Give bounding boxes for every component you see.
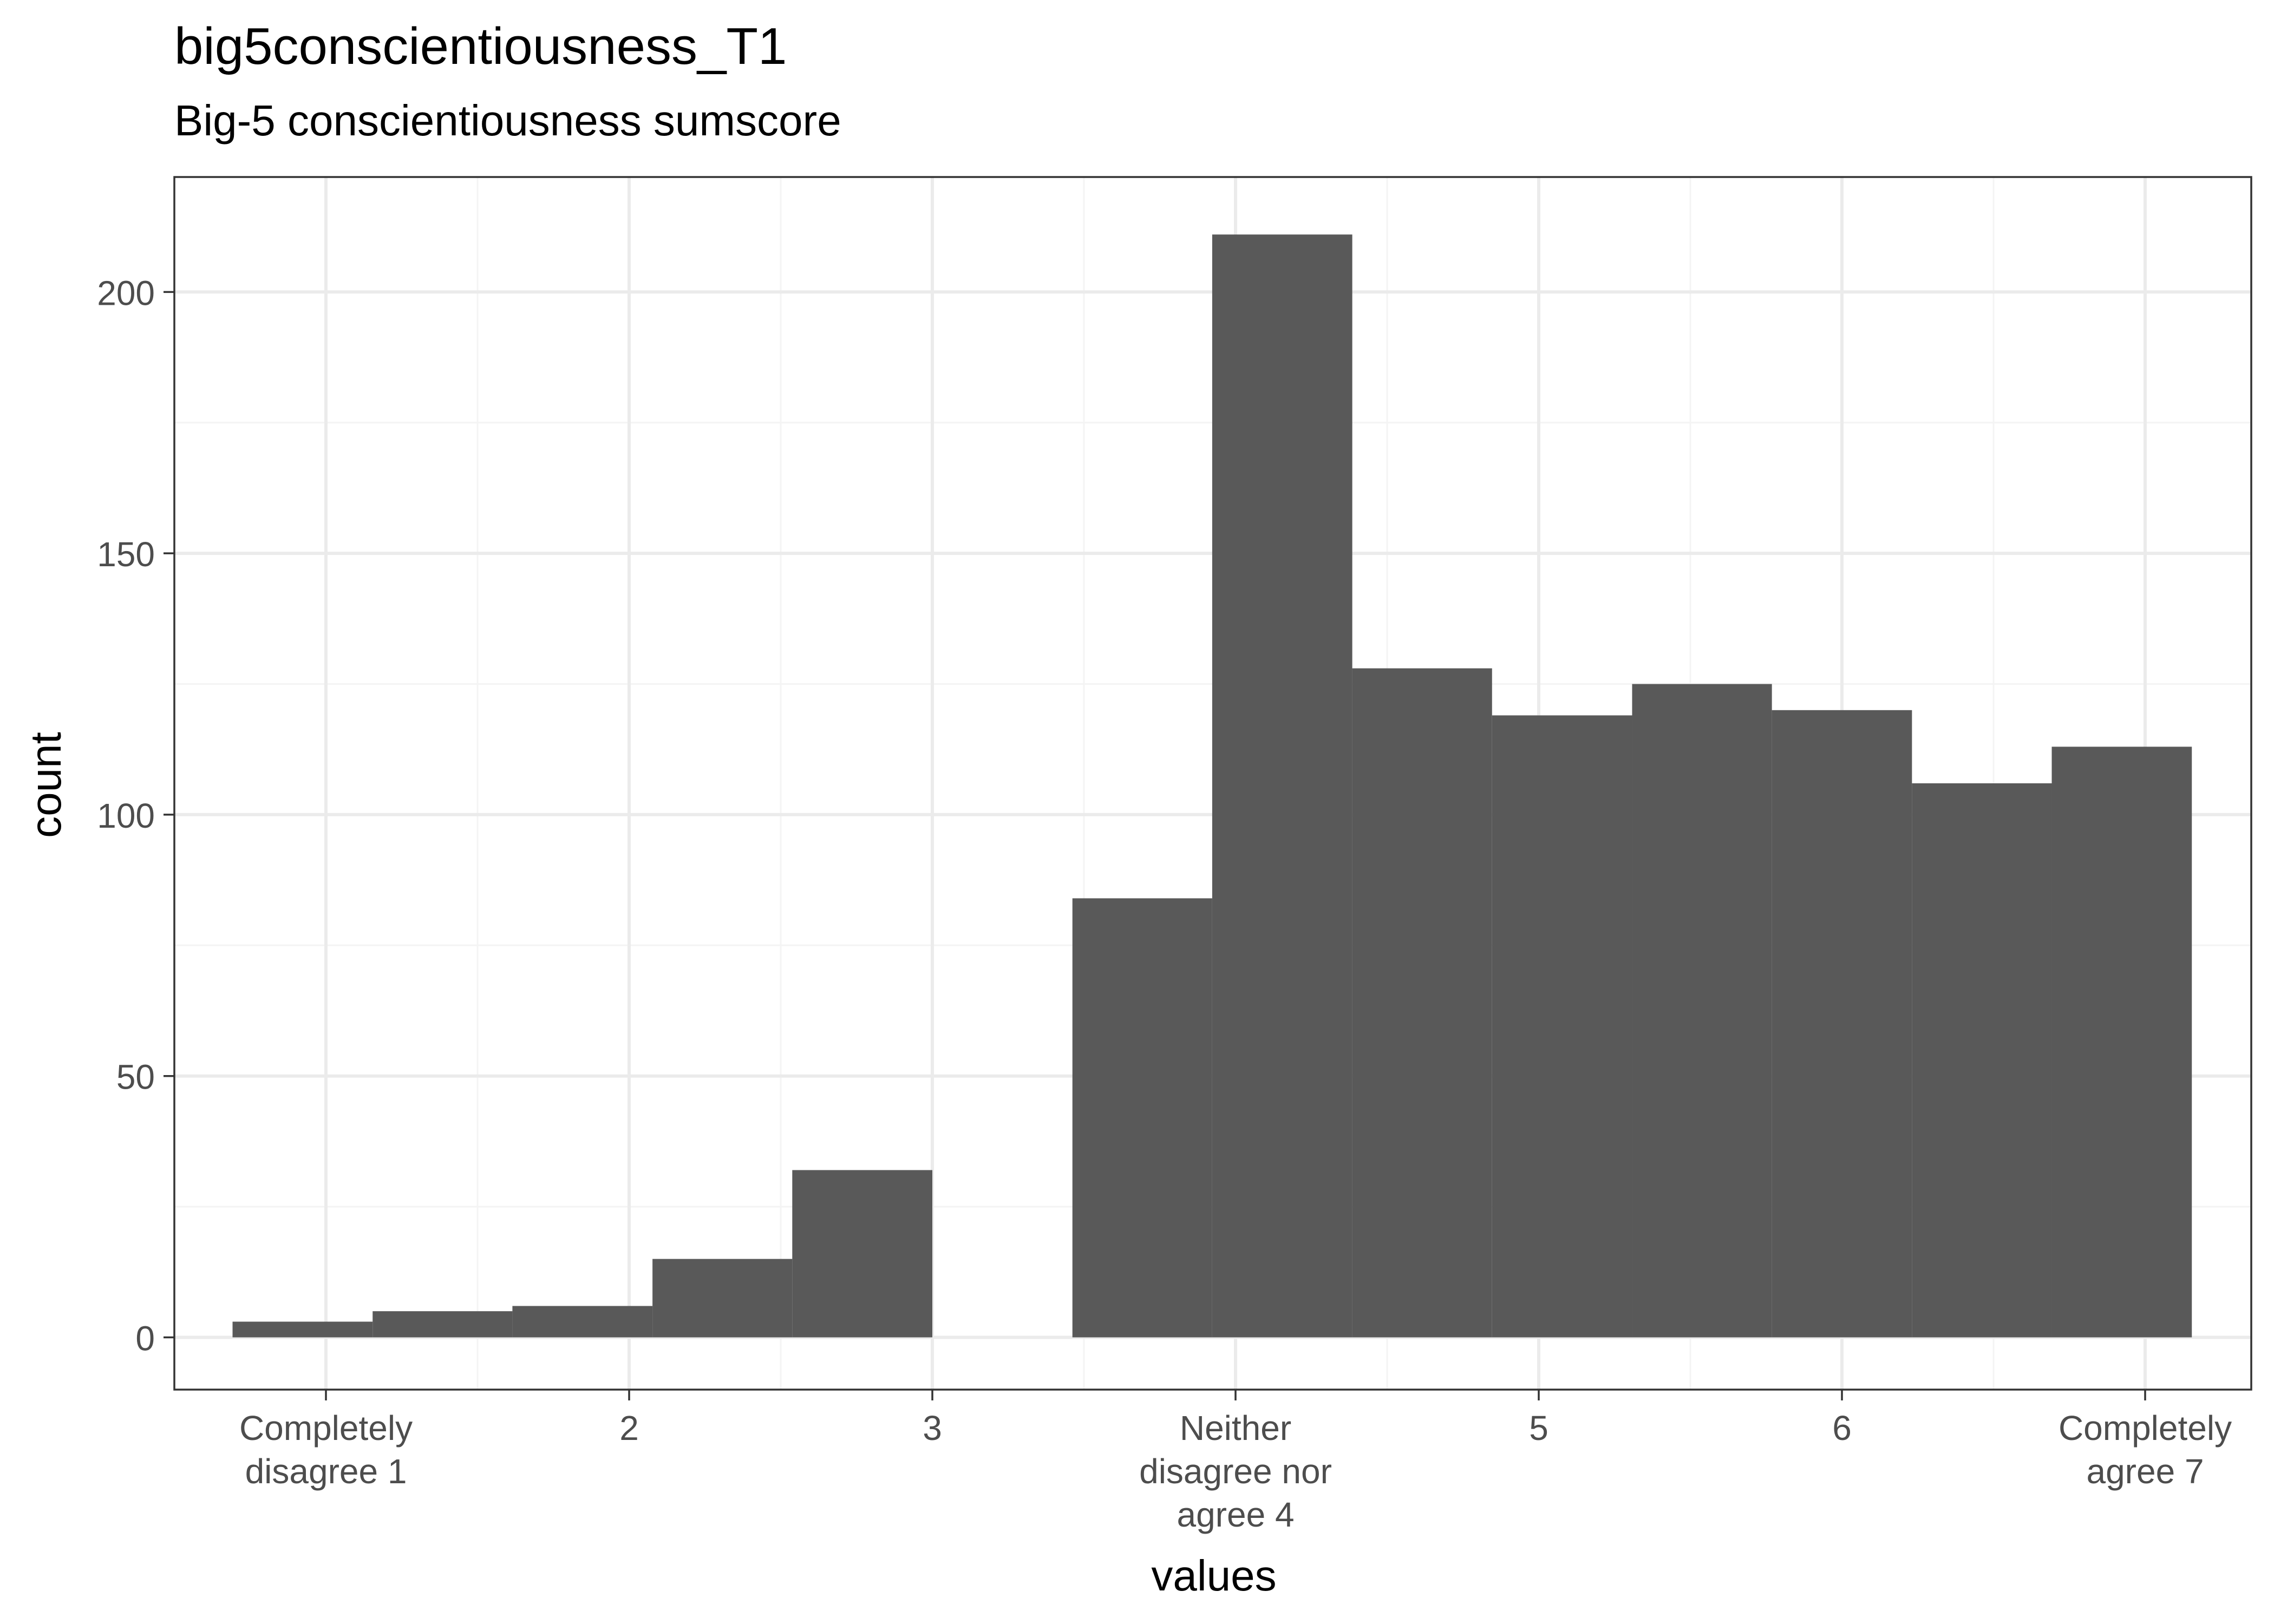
x-tick-label: Completely disagree 1 [239, 1409, 413, 1491]
histogram-bar [1492, 715, 1632, 1338]
histogram-bar [1072, 898, 1212, 1338]
histogram-bar [2051, 746, 2192, 1338]
x-tick-label: 5 [1529, 1409, 1548, 1448]
y-tick-label: 0 [135, 1319, 155, 1358]
y-tick-label: 50 [116, 1058, 155, 1097]
histogram-bar [512, 1306, 653, 1338]
x-tick-label: 6 [1832, 1409, 1852, 1448]
chart-subtitle: Big-5 conscientiousness sumscore [174, 96, 841, 145]
histogram-bar [652, 1259, 793, 1338]
x-tick-label: 2 [619, 1409, 639, 1448]
histogram-bar [1352, 668, 1492, 1338]
chart-title: big5conscientiousness_T1 [174, 17, 787, 75]
histogram-bar [1772, 710, 1912, 1338]
histogram-bar [1912, 783, 2052, 1338]
histogram-bar [373, 1311, 513, 1338]
histogram-bar [232, 1321, 373, 1338]
x-tick-label: 3 [923, 1409, 942, 1448]
x-tick-label: Completely agree 7 [2059, 1409, 2232, 1491]
y-tick-label: 200 [97, 273, 155, 312]
y-axis-label: count [22, 732, 70, 838]
y-tick-label: 150 [97, 535, 155, 574]
histogram-bar [1632, 684, 1772, 1338]
x-axis-label: values [1151, 1551, 1276, 1600]
y-tick-label: 100 [97, 796, 155, 835]
histogram-bar [792, 1170, 932, 1338]
x-tick-label: Neither disagree nor agree 4 [1139, 1409, 1332, 1534]
panel-border [173, 176, 2252, 1391]
histogram-bar [1212, 234, 1352, 1338]
